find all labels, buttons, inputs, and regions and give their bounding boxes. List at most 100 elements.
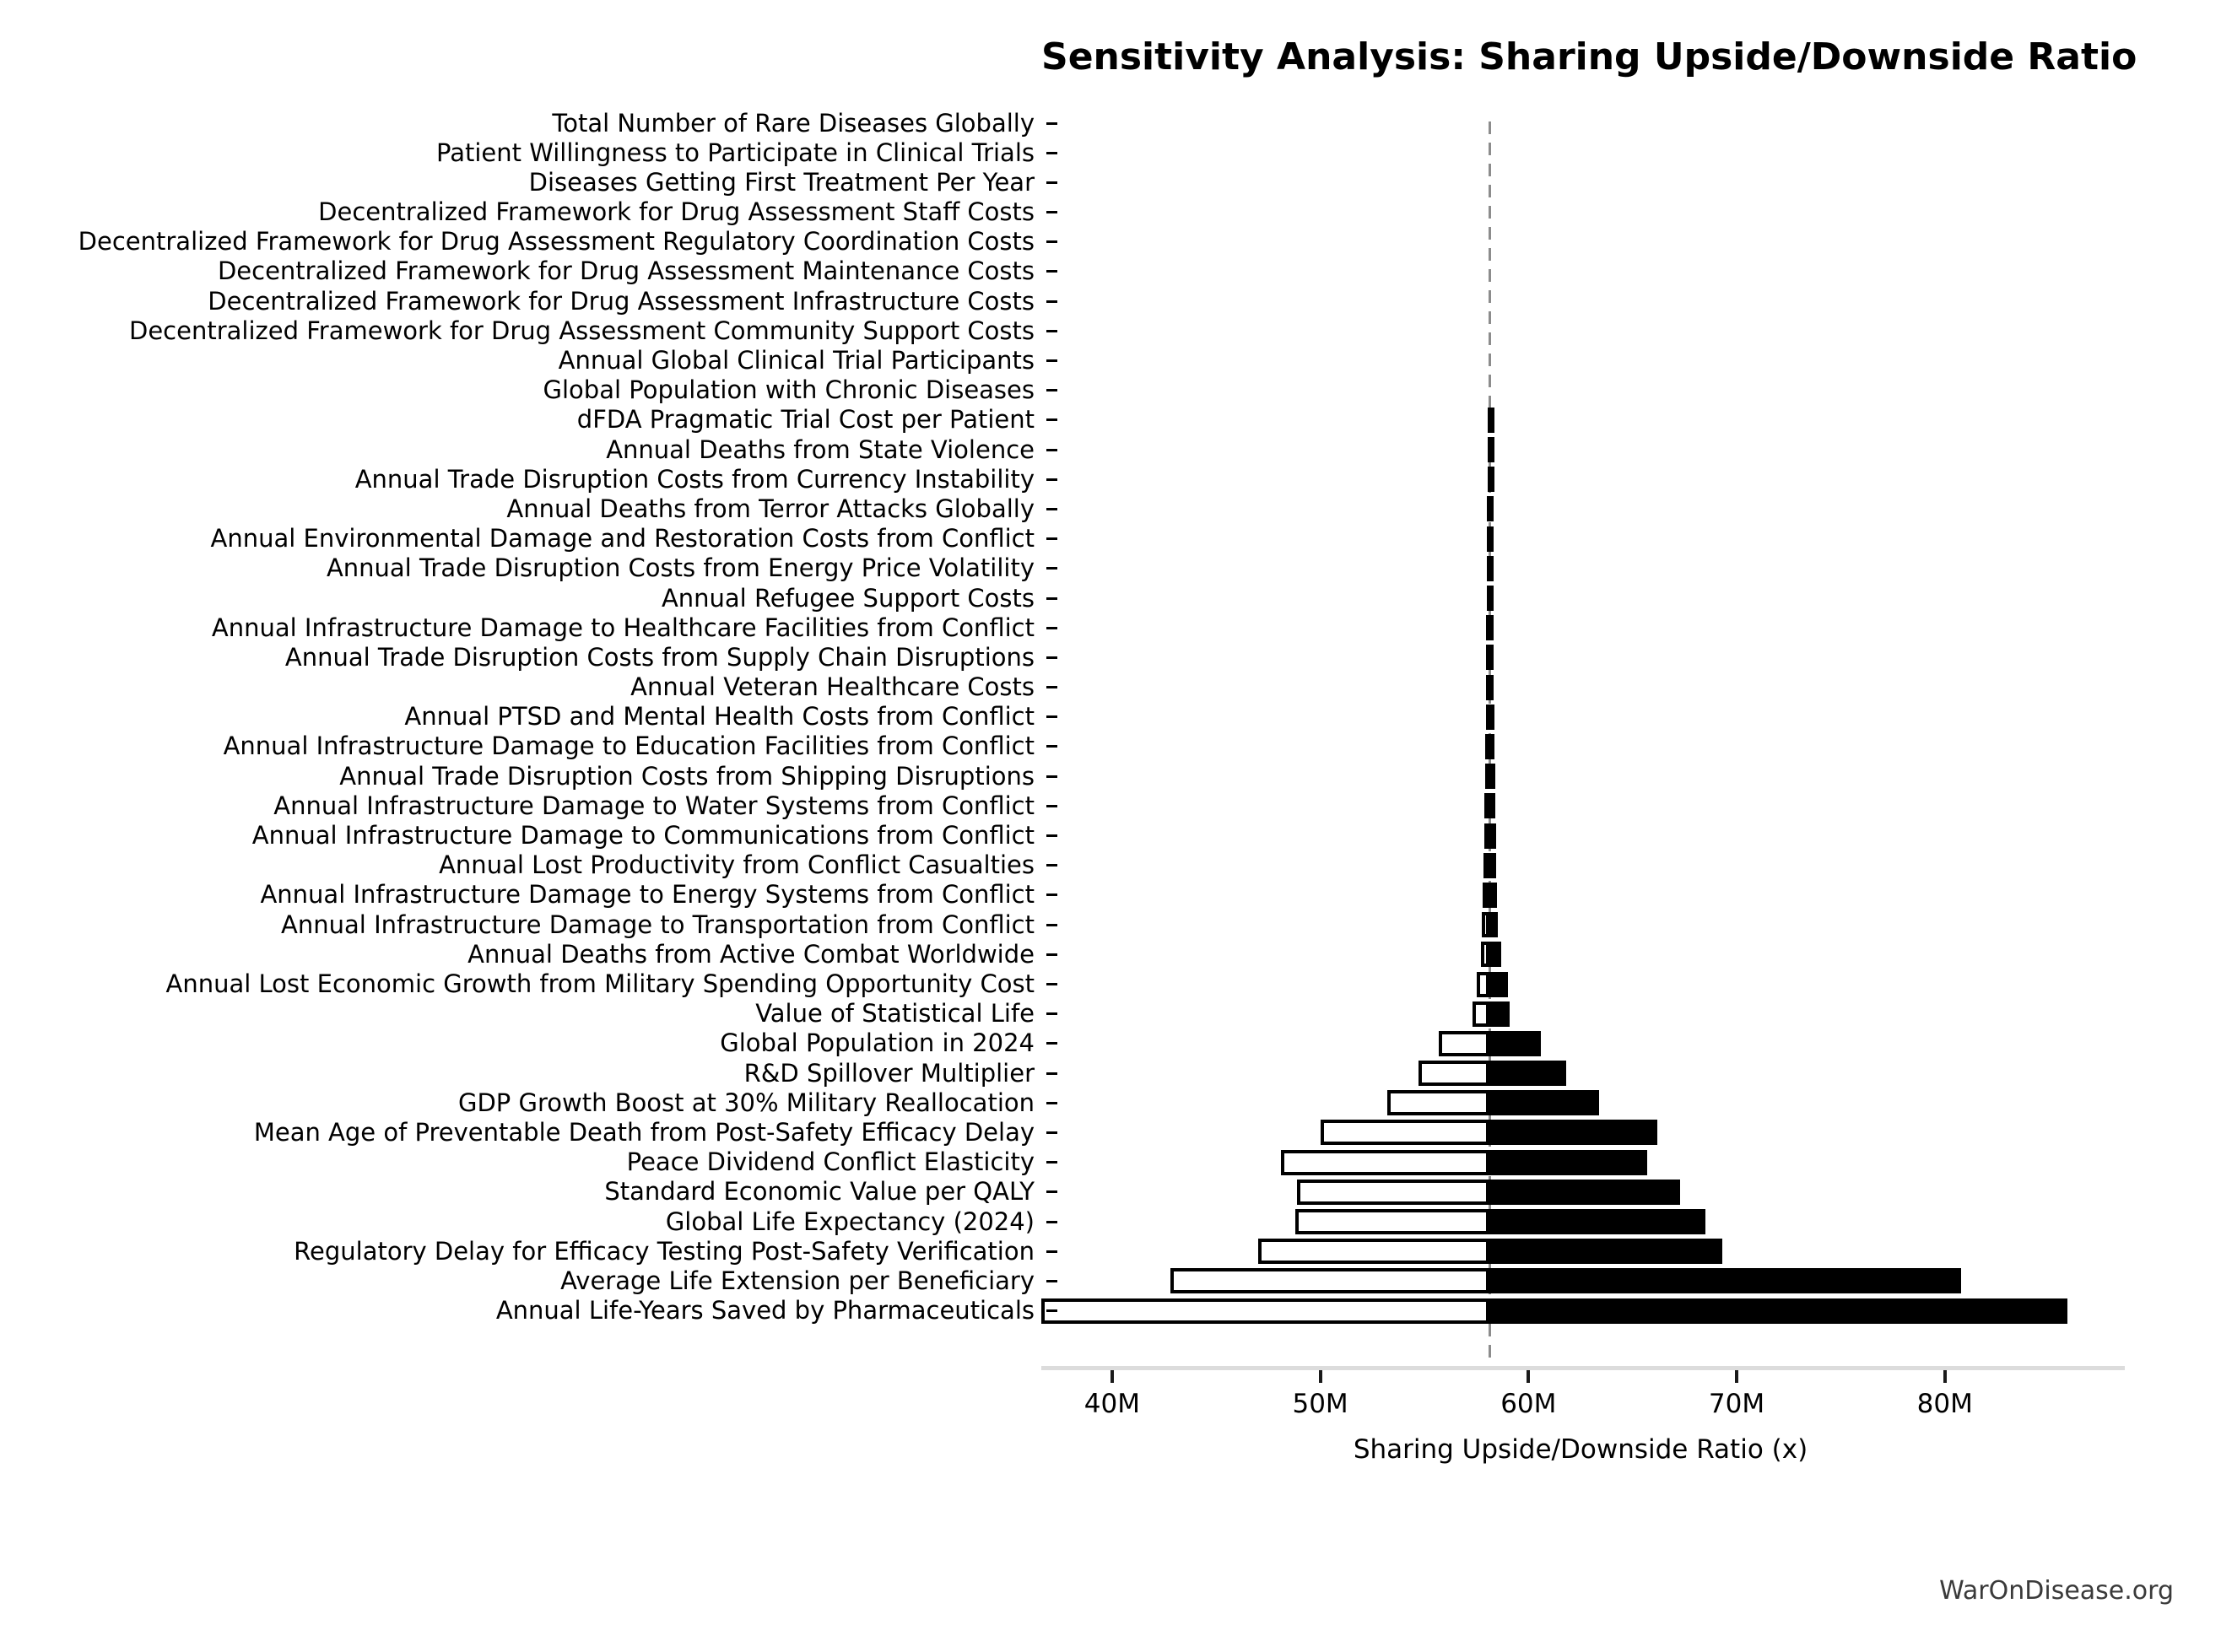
x-tick-mark	[1110, 1370, 1114, 1383]
high-bar	[1489, 526, 1494, 552]
low-bar	[1483, 823, 1491, 849]
x-tick-mark	[1943, 1370, 1947, 1383]
high-bar	[1489, 674, 1494, 700]
watermark: WarOnDisease.org	[1939, 1576, 2174, 1606]
y-axis-label: Annual Environmental Damage and Restorat…	[210, 524, 1035, 553]
y-tick-mark	[1046, 626, 1057, 629]
x-tick-label: 80M	[1916, 1389, 1973, 1419]
y-axis-label: Annual Deaths from State Violence	[606, 435, 1035, 464]
x-tick-mark	[1527, 1370, 1531, 1383]
y-axis-label: Annual Trade Disruption Costs from Suppl…	[284, 642, 1035, 672]
x-tick-label: 60M	[1500, 1389, 1557, 1419]
y-tick-mark	[1046, 983, 1057, 985]
y-axis-label: Annual Trade Disruption Costs from Shipp…	[339, 761, 1035, 791]
y-axis-label: R&D Spillover Multiplier	[743, 1058, 1035, 1088]
x-tick-label: 70M	[1708, 1389, 1765, 1419]
y-axis-label: Regulatory Delay for Efficacy Testing Po…	[294, 1236, 1035, 1266]
y-tick-mark	[1046, 1012, 1057, 1016]
low-bar	[1294, 1209, 1490, 1235]
high-bar	[1489, 407, 1493, 433]
y-axis-label: Annual Life-Years Saved by Pharmaceutica…	[495, 1296, 1035, 1325]
y-axis-label: GDP Growth Boost at 30% Military Realloc…	[457, 1088, 1035, 1117]
low-bar	[1386, 1090, 1490, 1116]
y-axis-label: Global Population with Chronic Diseases	[543, 375, 1035, 405]
y-axis-label: Decentralized Framework for Drug Assessm…	[129, 316, 1035, 345]
chart-title: Sensitivity Analysis: Sharing Upside/Dow…	[1041, 35, 2137, 78]
y-tick-mark	[1046, 864, 1057, 867]
y-tick-mark	[1046, 507, 1057, 510]
high-bar	[1489, 764, 1495, 790]
y-axis-label: Annual Veteran Healthcare Costs	[630, 672, 1035, 702]
low-bar	[1439, 1030, 1490, 1056]
y-axis-label: Mean Age of Preventable Death from Post-…	[253, 1117, 1035, 1147]
low-bar	[1476, 971, 1490, 997]
y-tick-mark	[1046, 1309, 1057, 1313]
high-bar	[1489, 971, 1508, 997]
y-tick-mark	[1046, 300, 1057, 303]
high-bar	[1489, 615, 1494, 641]
y-axis-label: Peace Dividend Conflict Elasticity	[626, 1147, 1035, 1177]
y-axis-label: Annual Lost Productivity from Conflict C…	[439, 850, 1035, 880]
y-tick-mark	[1046, 567, 1057, 570]
high-bar	[1489, 1001, 1510, 1027]
y-tick-mark	[1046, 121, 1057, 125]
high-bar	[1489, 1090, 1600, 1116]
high-bar	[1489, 793, 1496, 819]
y-axis-label: Annual Deaths from Active Combat Worldwi…	[467, 939, 1035, 969]
y-tick-mark	[1046, 1190, 1057, 1194]
y-axis-label: Annual Infrastructure Damage to Energy S…	[260, 880, 1035, 910]
high-bar	[1489, 733, 1495, 759]
y-axis-label: Total Number of Rare Diseases Globally	[552, 108, 1035, 138]
y-tick-mark	[1046, 329, 1057, 332]
y-tick-mark	[1046, 1220, 1057, 1223]
x-tick-mark	[1318, 1370, 1322, 1383]
y-tick-mark	[1046, 1250, 1057, 1253]
high-bar	[1489, 1061, 1566, 1087]
high-bar	[1489, 437, 1493, 463]
high-bar	[1489, 586, 1494, 612]
high-bar	[1489, 1030, 1542, 1056]
y-tick-mark	[1046, 597, 1057, 600]
y-tick-mark	[1046, 1131, 1057, 1134]
y-tick-mark	[1046, 448, 1057, 451]
low-bar	[1297, 1179, 1490, 1205]
y-tick-mark	[1046, 211, 1057, 214]
y-tick-mark	[1046, 745, 1057, 748]
y-tick-mark	[1046, 1042, 1057, 1045]
low-bar	[1482, 912, 1490, 938]
y-axis-label: Annual Infrastructure Damage to Educatio…	[223, 732, 1035, 761]
low-bar	[1257, 1239, 1490, 1265]
low-bar	[1480, 942, 1490, 968]
y-axis-label: Diseases Getting First Treatment Per Yea…	[528, 167, 1035, 197]
y-tick-mark	[1046, 923, 1057, 926]
high-bar	[1489, 467, 1493, 493]
y-tick-mark	[1046, 537, 1057, 541]
y-axis-label: Value of Statistical Life	[755, 999, 1035, 1028]
y-axis-label: Annual Infrastructure Damage to Transpor…	[281, 910, 1035, 939]
y-axis-label: Annual Infrastructure Damage to Healthca…	[211, 613, 1035, 642]
high-bar	[1489, 645, 1494, 671]
y-axis-label: Standard Economic Value per QALY	[604, 1177, 1035, 1207]
y-tick-mark	[1046, 953, 1057, 956]
high-bar	[1489, 1120, 1658, 1146]
y-axis-label: Annual Trade Disruption Costs from Curre…	[354, 464, 1035, 494]
low-bar	[1418, 1061, 1490, 1087]
low-bar	[1041, 1298, 1490, 1324]
y-tick-mark	[1046, 389, 1057, 392]
high-bar	[1489, 912, 1498, 938]
y-tick-mark	[1046, 1161, 1057, 1164]
high-bar	[1489, 1209, 1706, 1235]
y-tick-mark	[1046, 834, 1057, 838]
y-axis-label: Annual Refugee Support Costs	[661, 583, 1035, 613]
y-tick-mark	[1046, 893, 1057, 897]
x-tick-mark	[1735, 1370, 1739, 1383]
high-bar	[1489, 496, 1493, 522]
y-axis-label: Annual Trade Disruption Costs from Energ…	[326, 553, 1035, 583]
y-axis-label: Decentralized Framework for Drug Assessm…	[208, 286, 1035, 316]
y-tick-mark	[1046, 775, 1057, 778]
plot-area	[1041, 121, 2120, 1368]
high-bar	[1489, 882, 1498, 908]
high-bar	[1489, 1268, 1962, 1294]
y-tick-mark	[1046, 1101, 1057, 1104]
